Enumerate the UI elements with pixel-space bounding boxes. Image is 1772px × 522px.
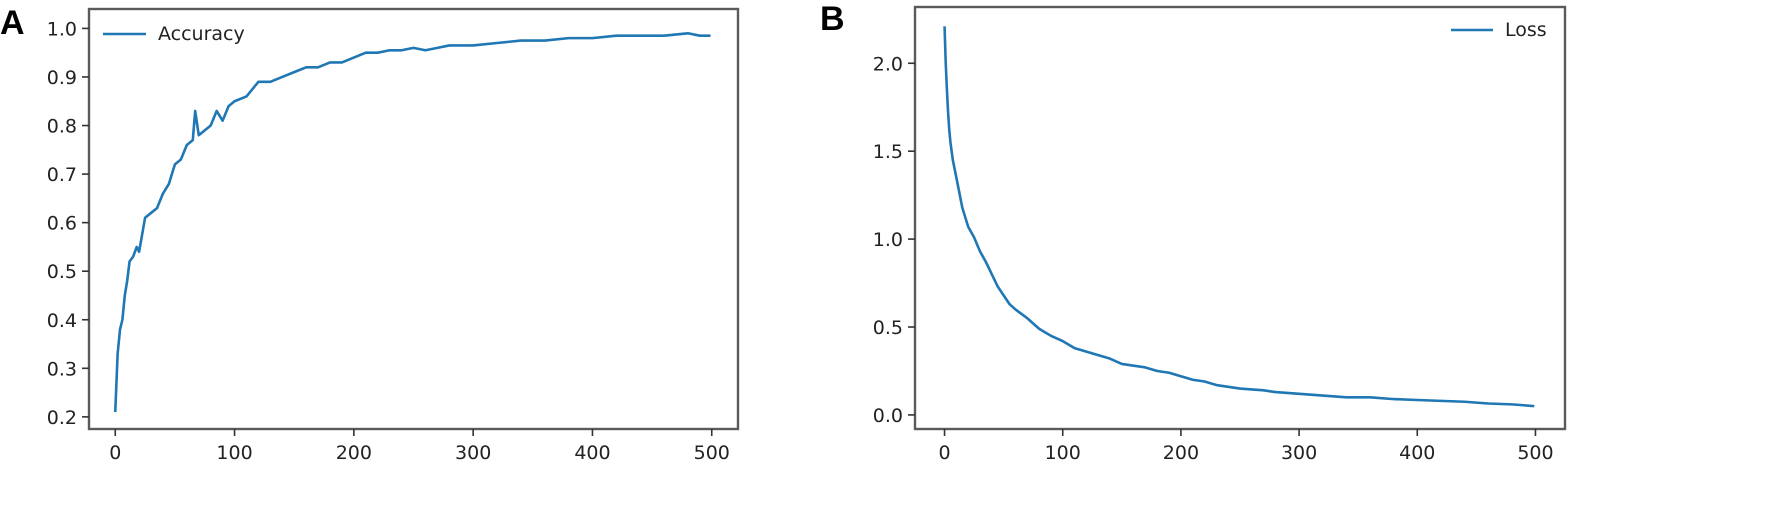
accuracy-x-axis: 0 100 200 300 400 500: [109, 429, 730, 464]
loss-x-tick-label: 200: [1163, 442, 1199, 464]
accuracy-y-tick-label: 0.2: [47, 407, 77, 429]
loss-x-tick-label: 0: [938, 442, 950, 464]
accuracy-x-tick-label: 500: [694, 442, 730, 464]
accuracy-y-tick-label: 0.3: [47, 358, 77, 380]
loss-x-axis: 0 100 200 300 400 500: [938, 429, 1554, 464]
loss-y-tick-label: 2.0: [873, 53, 903, 75]
loss-legend: Loss: [1451, 19, 1547, 41]
accuracy-legend: Accuracy: [103, 23, 245, 45]
accuracy-y-tick-label: 0.7: [47, 164, 77, 186]
accuracy-y-axis: 0.2 0.3 0.4 0.5 0.6 0.7 0.8 0.9 1.0: [47, 18, 89, 429]
accuracy-y-tick-label: 0.9: [47, 67, 77, 89]
loss-x-tick-label: 100: [1045, 442, 1081, 464]
accuracy-chart: A 0 100 200 300 400 500 0.2 0.3 0.4 0.5 0.6 0.7 0.8…: [0, 4, 740, 464]
accuracy-y-tick-label: 0.5: [47, 261, 77, 283]
accuracy-plot-frame: [87, 7, 740, 431]
loss-x-tick-label: 400: [1399, 442, 1435, 464]
loss-y-tick-label: 0.5: [873, 317, 903, 339]
accuracy-series-line: [113, 31, 711, 413]
loss-plot-frame: [913, 5, 1567, 431]
loss-legend-label: Loss: [1505, 19, 1547, 41]
loss-x-tick-label: 300: [1281, 442, 1317, 464]
panel-label-b: B: [820, 0, 845, 38]
loss-y-tick-label: 0.0: [873, 405, 903, 427]
panel-label-a: A: [0, 4, 25, 42]
loss-series-line: [943, 26, 1535, 408]
accuracy-y-tick-label: 0.8: [47, 116, 77, 138]
accuracy-y-tick-label: 0.4: [47, 310, 77, 332]
accuracy-x-tick-label: 400: [574, 442, 610, 464]
accuracy-x-tick-label: 100: [216, 442, 252, 464]
accuracy-x-tick-label: 200: [336, 442, 372, 464]
accuracy-legend-label: Accuracy: [158, 23, 245, 45]
accuracy-y-tick-label: 1.0: [47, 18, 77, 40]
accuracy-x-tick-label: 300: [455, 442, 491, 464]
loss-y-tick-label: 1.5: [873, 141, 903, 163]
loss-y-tick-label: 1.0: [873, 229, 903, 251]
loss-y-axis: 0.0 0.5 1.0 1.5 2.0: [873, 53, 915, 427]
loss-chart: B 0 100 200 300 400 500 0.0 0.5 1.0 1.5 2.0 Loss: [820, 0, 1567, 464]
accuracy-x-tick-label: 0: [109, 442, 121, 464]
loss-x-tick-label: 500: [1517, 442, 1553, 464]
accuracy-y-tick-label: 0.6: [47, 213, 77, 235]
